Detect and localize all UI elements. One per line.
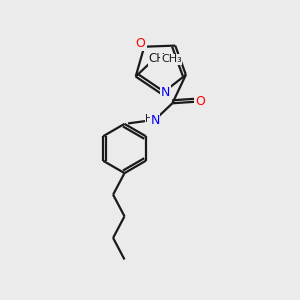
Text: CH₃: CH₃ [161,54,182,64]
Text: H: H [146,114,153,124]
Text: CH₃: CH₃ [149,52,171,65]
Text: N: N [150,114,160,127]
Text: N: N [161,85,170,99]
Text: O: O [136,37,146,50]
Text: O: O [195,95,205,108]
